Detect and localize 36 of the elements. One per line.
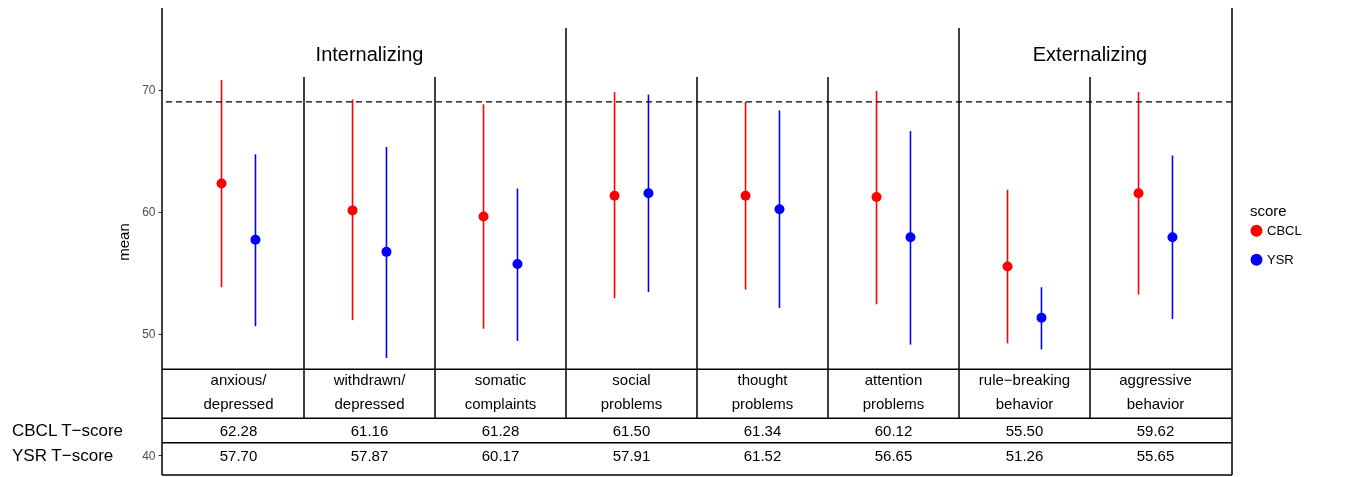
annotation: 61.16 bbox=[350, 422, 389, 439]
text: YSR T−score bbox=[12, 445, 114, 465]
legend-label: YSR bbox=[1267, 251, 1294, 267]
annotation: 57.70 bbox=[219, 446, 258, 464]
annotation: 60.12 bbox=[874, 422, 913, 439]
annotation: 55.65 bbox=[1136, 446, 1175, 464]
annotation: 57.91 bbox=[612, 446, 651, 464]
annotation: 61.28 bbox=[481, 422, 520, 439]
annotation: 57.87 bbox=[350, 446, 389, 464]
annotation: 51.26 bbox=[1005, 446, 1044, 464]
annotation: 59.62 bbox=[1136, 422, 1175, 439]
x-tick-label: anxious/depressed bbox=[203, 370, 274, 412]
x-tick-label: social problems bbox=[600, 370, 663, 412]
y-tick-label: 70 bbox=[142, 83, 156, 98]
x-tick-label: thought problems bbox=[731, 370, 794, 412]
x-tick-label: somatic complaints bbox=[464, 370, 537, 412]
x-tick-label: aggressive behavior bbox=[1119, 370, 1192, 412]
annotation: 61.50 bbox=[612, 422, 651, 439]
x-tick-label: attention problems bbox=[862, 370, 925, 412]
y-tick-label: 50 bbox=[142, 327, 156, 342]
annotation: 56.65 bbox=[874, 446, 913, 464]
annotation: Internalizing bbox=[315, 43, 424, 65]
legend-title: score bbox=[1250, 202, 1287, 220]
x-tick-label: withdrawn/depressed bbox=[332, 370, 407, 412]
annotation: 62.28 bbox=[219, 422, 258, 439]
annotation: 61.52 bbox=[743, 446, 782, 464]
annotation: 60.17 bbox=[481, 446, 520, 464]
x-tick-label: rule−breaking behavior bbox=[978, 370, 1071, 412]
text: CBCL T−score bbox=[12, 421, 124, 440]
legend-label: CBCL bbox=[1267, 222, 1302, 238]
y-axis-title: mean bbox=[115, 223, 133, 261]
y-tick-label: 40 bbox=[142, 448, 156, 463]
annotation: 55.50 bbox=[1005, 422, 1044, 439]
y-tick-label: 60 bbox=[142, 205, 156, 220]
annotation: Externalizing bbox=[1032, 43, 1148, 65]
annotation: 61.34 bbox=[743, 422, 782, 439]
